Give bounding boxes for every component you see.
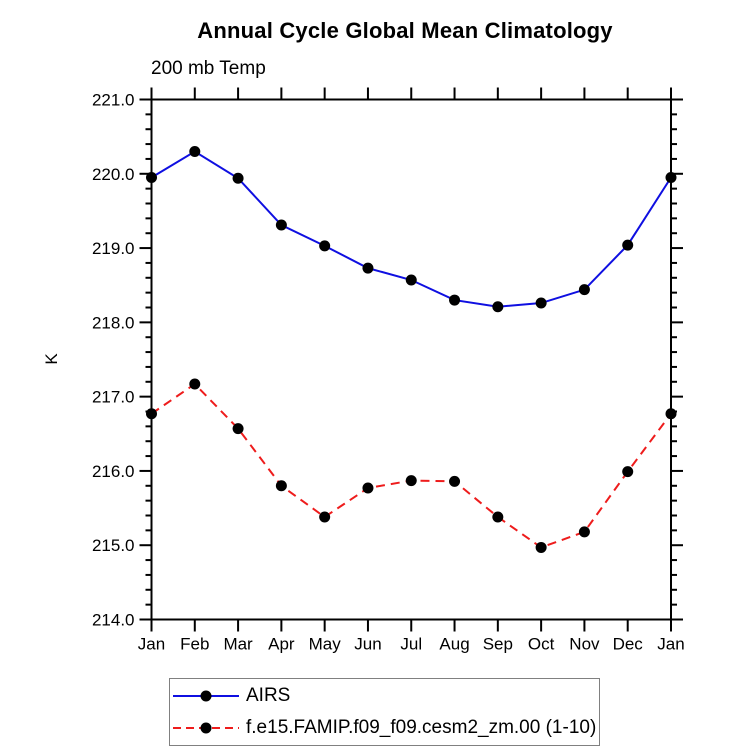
data-point-marker xyxy=(275,480,287,492)
data-point-marker xyxy=(189,146,201,157)
x-tick-label: Dec xyxy=(613,635,644,654)
data-point-marker xyxy=(232,423,244,435)
data-point-marker xyxy=(449,294,461,306)
data-point-marker xyxy=(189,378,201,390)
x-tick-label: Aug xyxy=(439,635,469,654)
series-airs xyxy=(146,146,677,313)
y-tick-label: 220.0 xyxy=(92,165,135,184)
x-tick-label: Jan xyxy=(657,635,684,654)
legend-line-sample-solid xyxy=(173,690,239,702)
y-tick-label: 217.0 xyxy=(92,388,135,407)
data-point-marker xyxy=(449,475,461,487)
data-point-marker xyxy=(319,511,331,523)
x-tick-label: Apr xyxy=(268,635,295,654)
x-tick-label: Jul xyxy=(400,635,422,654)
data-point-marker xyxy=(146,408,157,420)
data-point-marker xyxy=(405,475,417,487)
x-tick-label: Sep xyxy=(483,635,513,654)
x-tick-label: Mar xyxy=(223,635,253,654)
data-point-marker xyxy=(492,511,504,523)
legend-label-model: f.e15.FAMIP.f09_f09.cesm2_zm.00 (1-10) xyxy=(246,717,597,738)
chart-title: Annual Cycle Global Mean Climatology xyxy=(197,18,613,43)
y-tick-label: 215.0 xyxy=(92,536,135,555)
x-tick-label: Nov xyxy=(569,635,600,654)
y-tick-label: 214.0 xyxy=(92,611,135,630)
data-point-marker xyxy=(319,240,331,252)
y-axis: 214.0 215.0 216.0 217.0 218.0 219.0 220.0 221.0 xyxy=(92,91,683,630)
data-point-marker xyxy=(665,408,677,420)
data-point-marker xyxy=(275,219,287,231)
data-point-marker xyxy=(622,239,634,251)
data-point-marker xyxy=(665,172,677,183)
legend-line-sample-dashed xyxy=(173,722,239,734)
x-tick-label: May xyxy=(309,635,342,654)
chart-subtitle: 200 mb Temp xyxy=(151,58,266,79)
x-axis: Jan Feb Mar Apr May Jun Jul Aug Sep Oct Nov Dec Jan xyxy=(138,87,685,654)
data-point-marker xyxy=(535,297,547,309)
data-point-marker xyxy=(405,274,417,286)
data-point-marker xyxy=(362,262,374,274)
legend-marker-icon xyxy=(200,722,212,734)
legend-label-airs: AIRS xyxy=(246,685,291,706)
x-tick-label: Oct xyxy=(528,635,555,654)
data-point-marker xyxy=(146,172,157,183)
legend-marker-icon xyxy=(200,690,212,702)
legend-item-model: f.e15.FAMIP.f09_f09.cesm2_zm.00 (1-10) xyxy=(172,712,599,744)
data-point-marker xyxy=(232,172,244,184)
plot-frame xyxy=(150,98,672,621)
x-tick-label: Jun xyxy=(354,635,381,654)
legend-item-airs: AIRS xyxy=(172,680,599,712)
y-tick-label: 218.0 xyxy=(92,313,135,332)
data-point-marker xyxy=(622,466,634,478)
y-tick-label: 219.0 xyxy=(92,239,135,258)
data-point-marker xyxy=(578,526,590,538)
y-tick-label: 221.0 xyxy=(92,91,135,110)
x-tick-label: Feb xyxy=(180,635,209,654)
data-point-marker xyxy=(492,301,504,313)
data-point-marker xyxy=(362,482,374,494)
x-tick-label: Jan xyxy=(138,635,165,654)
series-model xyxy=(146,378,677,553)
series-line xyxy=(150,382,672,549)
y-tick-label: 216.0 xyxy=(92,462,135,481)
data-point-marker xyxy=(535,541,547,553)
data-point-marker xyxy=(578,284,590,296)
legend: AIRS f.e15.FAMIP.f09_f09.cesm2_zm.00 (1-… xyxy=(169,678,600,746)
